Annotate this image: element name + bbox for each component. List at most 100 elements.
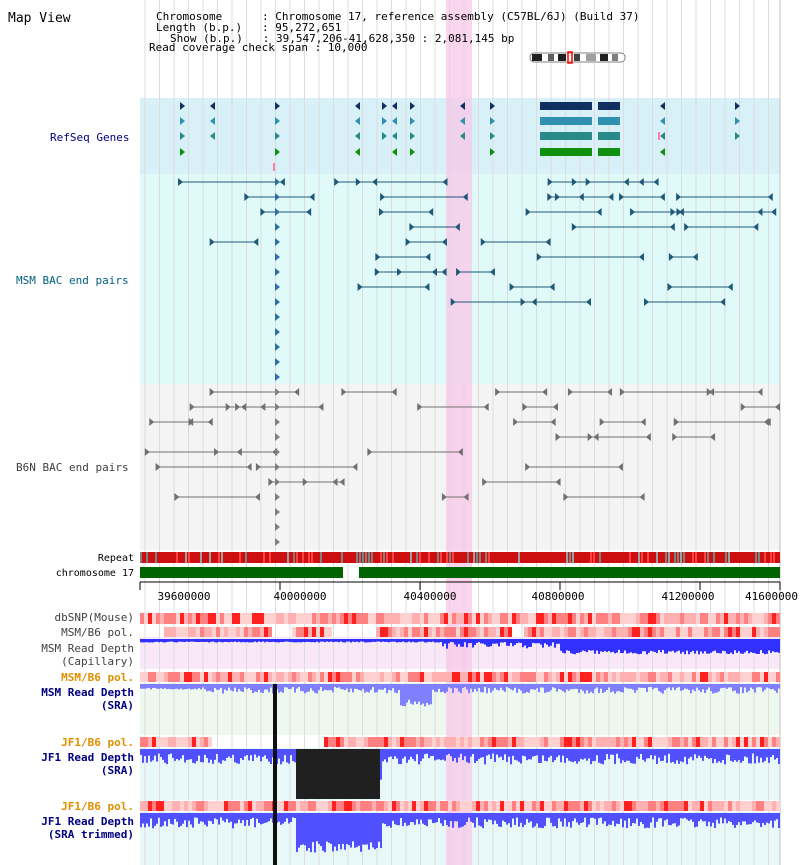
highlight-region[interactable] [446,0,472,865]
depth-bar [718,639,720,654]
depth-bar [718,813,720,824]
heat-cell [496,737,500,747]
track-label-jf1-depth-sra[interactable]: JF1 Read Depth [41,751,134,764]
depth-bar [420,684,422,705]
depth-bar [452,749,454,762]
depth-bar [238,813,240,820]
read-depth-tracks[interactable] [140,639,780,865]
depth-bar [212,684,214,693]
depth-bar [648,813,650,828]
heat-cell [552,672,556,682]
depth-bar [524,813,526,825]
track-label-msm-depth-capillary[interactable]: MSM Read Depth [41,642,134,655]
b6n-bac-track[interactable] [144,388,780,546]
heat-cell [196,672,200,682]
depth-bar [168,813,170,820]
depth-bar [316,813,318,842]
depth-bar [552,684,554,688]
heat-cell [480,613,484,624]
depth-bar [754,639,756,654]
heat-cell [328,737,332,747]
heat-cell [772,627,776,637]
heat-cell [544,737,548,747]
depth-bar [518,684,520,690]
track-label-msm-bac[interactable]: MSM BAC end pairs [16,274,129,287]
track-label-msm-b6-pol-2[interactable]: MSM/B6 pol. [61,671,134,684]
heat-cell [700,613,704,624]
depth-bar [530,684,532,690]
heat-cell [216,801,220,811]
heat-cell [404,801,408,811]
depth-bar [480,749,482,758]
track-label-chromosome[interactable]: chromosome 17 [56,568,134,579]
track-label-jf1-depth-trimmed[interactable]: JF1 Read Depth [41,815,134,828]
chromosome-bar-right[interactable] [359,567,780,578]
track-label-msm-depth-sra[interactable]: MSM Read Depth [41,686,134,699]
heat-cell [716,672,720,682]
heat-cell [292,613,296,624]
repeat-stripe [755,552,757,563]
depth-bar [466,749,468,763]
axis-tick-label: 40000000 [274,590,327,603]
chromosome-bar-left[interactable] [140,567,343,578]
gene-glyph [441,268,447,276]
depth-bar [258,813,260,823]
depth-bar [728,813,730,821]
depth-bar [594,639,596,654]
depth-bar [170,639,172,642]
depth-bar [760,749,762,758]
depth-bar [446,639,448,649]
gene-glyph [355,117,360,125]
depth-bar [216,749,218,754]
repeat-stripe [473,552,475,563]
depth-bar [198,813,200,824]
depth-bar [710,749,712,759]
msm-bac-track[interactable] [178,178,777,381]
track-label-jf1-b6-pol-2[interactable]: JF1/B6 pol. [61,800,134,813]
polymorphism-tracks[interactable] [140,613,780,811]
heat-cell [464,613,468,624]
depth-bar [726,749,728,755]
depth-bar [452,684,454,694]
heat-cell [216,672,220,682]
chromosome-ideogram[interactable] [529,51,626,64]
depth-bar [724,749,726,765]
depth-bar [228,639,230,643]
gene-glyph [382,117,387,125]
track-label-b6n-bac[interactable]: B6N BAC end pairs [16,461,129,474]
depth-bar [558,684,560,689]
depth-bar [404,813,406,823]
depth-bar [460,639,462,647]
track-label-dbsnp[interactable]: dbSNP(Mouse) [55,611,134,624]
depth-bar [144,684,146,689]
heat-cell [692,672,696,682]
heat-cell [424,627,428,637]
depth-bar [188,813,190,821]
track-label-refseq[interactable]: RefSeq Genes [50,131,129,144]
track-label-repeat[interactable]: Repeat [98,553,134,564]
gene-glyph [275,343,280,351]
heat-cell [560,627,564,637]
repeat-track[interactable] [140,552,780,563]
heat-cell [260,627,264,637]
depth-bar [474,684,476,689]
refseq-genes-track[interactable] [180,102,740,171]
depth-bar [650,813,652,823]
depth-bar [242,684,244,692]
depth-bar [600,684,602,689]
heat-cell [208,627,212,637]
heat-cell [768,672,772,682]
depth-bar [640,813,642,822]
gene-glyph [457,448,463,456]
depth-bar [520,639,522,643]
depth-bar [300,813,302,846]
heat-cell [356,613,360,624]
track-label-msm-b6-pol-1[interactable]: MSM/B6 pol. [61,626,134,639]
depth-bar [206,684,208,692]
depth-bar [232,749,234,755]
depth-bar [200,684,202,690]
gene-glyph [639,493,645,501]
track-label-jf1-b6-pol-1[interactable]: JF1/B6 pol. [61,736,134,749]
track-label-jf1-depth-trimmed-sub: (SRA trimmed) [48,828,134,841]
